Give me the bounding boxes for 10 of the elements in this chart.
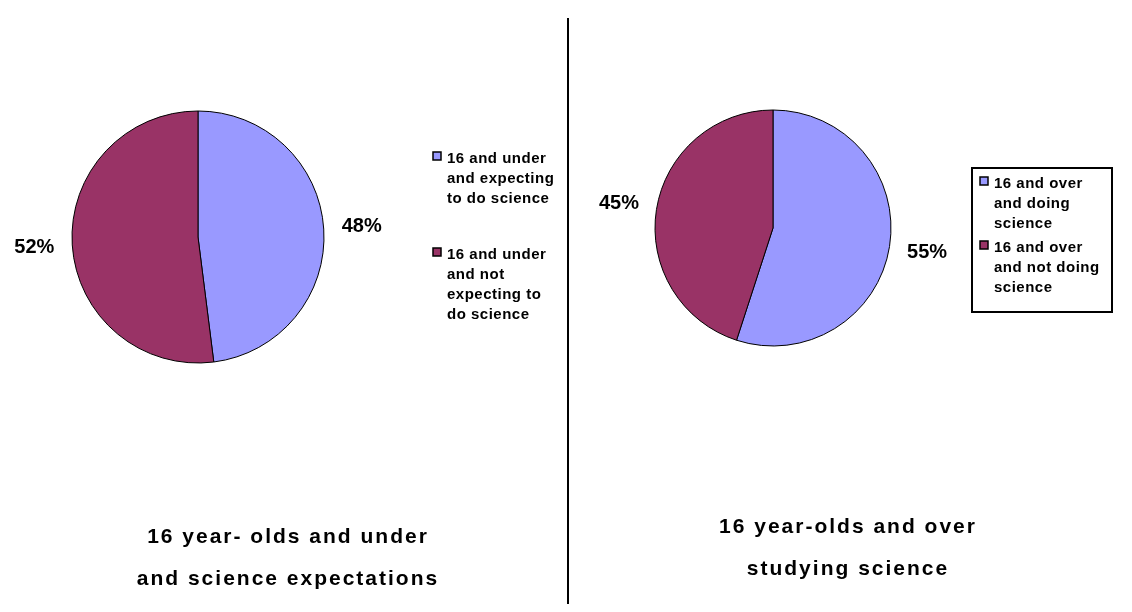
text: 16 year-olds and over studying science [719, 514, 977, 579]
legend-label: 16 and over and doing science [994, 174, 1083, 231]
legend-label: 16 and under and not expecting to do science [447, 245, 547, 322]
data-label: 45% [598, 190, 640, 213]
data-label: 48% [341, 213, 382, 236]
data-label: 55% [907, 239, 948, 262]
legend-label: 16 and over and not doing science [994, 238, 1100, 295]
data-label: 52% [14, 234, 55, 257]
legend-label: 16 and under and expecting to do science [447, 149, 555, 206]
text: 16 year- olds and under and science expectations [136, 524, 440, 589]
